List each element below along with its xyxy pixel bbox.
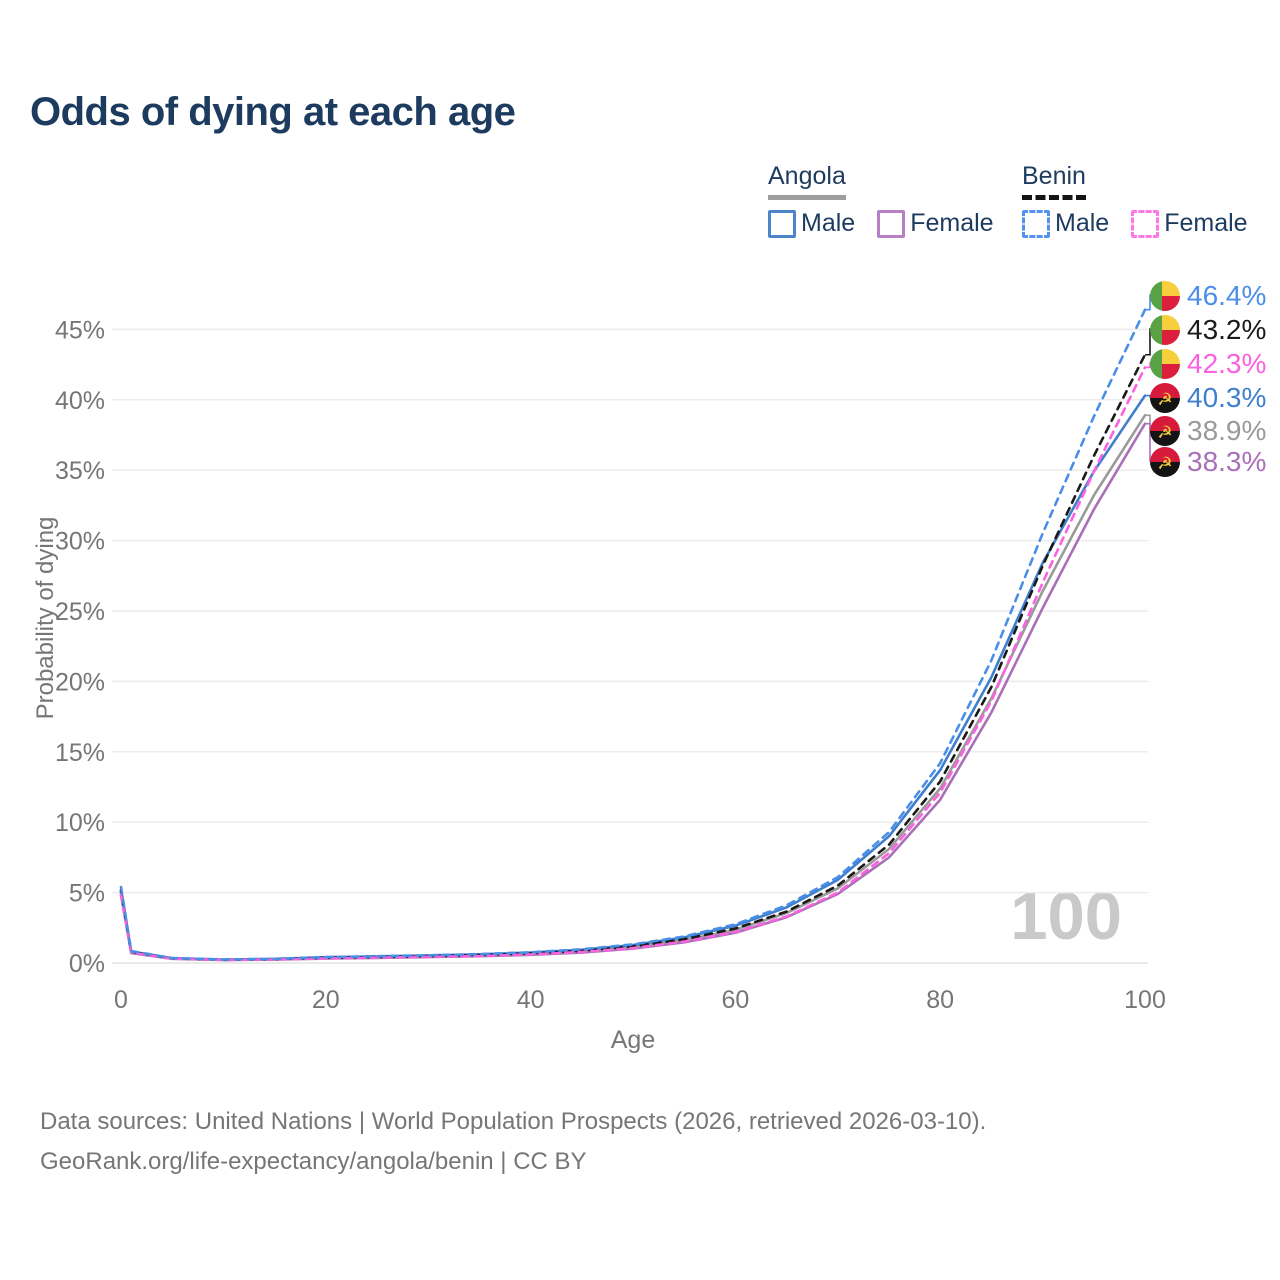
series-line-benin-male (119, 308, 1147, 961)
benin-flag-icon (1150, 349, 1180, 379)
series-line-angola-female (119, 422, 1147, 962)
benin-flag-icon (1150, 315, 1180, 345)
series-line-angola-male (119, 394, 1147, 961)
y-tick-label: 45% (55, 316, 105, 344)
end-label-value: 42.3% (1187, 348, 1267, 379)
series-line-benin-female (119, 366, 1147, 962)
angola-male-swatch-icon[interactable] (768, 209, 796, 238)
y-tick-label: 25% (55, 598, 105, 626)
legend-toggle-angola-female[interactable]: Female (877, 209, 994, 238)
benin-male-swatch-icon[interactable] (1022, 209, 1050, 238)
age-counter-watermark: 100 (1010, 879, 1122, 954)
angola-female-swatch-icon[interactable] (877, 209, 906, 238)
legend-group-benin: Benin Male Female (1022, 162, 1270, 238)
end-label-value: 40.3% (1187, 382, 1267, 413)
footer-data-sources: Data sources: United Nations | World Pop… (40, 1108, 987, 1135)
end-label-row-benin-male: 46.4% (1150, 280, 1266, 312)
y-tick-label: 0% (69, 950, 105, 978)
legend-toggle-benin-female[interactable]: Female (1131, 209, 1248, 238)
end-label-row-angola: ☭ 38.9% (1150, 415, 1266, 447)
benin-flag-icon (1150, 281, 1180, 311)
y-tick-label: 20% (55, 668, 105, 696)
legend-country-benin: Benin (1022, 162, 1086, 200)
legend-toggle-benin-male[interactable]: Male (1022, 209, 1109, 238)
x-tick-label: 40 (517, 986, 545, 1014)
end-label-value: 38.3% (1187, 446, 1267, 477)
angola-flag-icon: ☭ (1150, 447, 1180, 477)
x-tick-label: 20 (312, 986, 340, 1014)
benin-female-swatch-icon[interactable] (1131, 209, 1160, 238)
angola-flag-icon: ☭ (1150, 383, 1180, 413)
x-tick-label: 60 (721, 986, 749, 1014)
svg-text:☭: ☭ (1157, 423, 1172, 442)
x-tick-label: 100 (1124, 986, 1166, 1014)
x-tick-label: 80 (926, 986, 954, 1014)
y-tick-label: 30% (55, 528, 105, 556)
legend-country-angola: Angola (768, 162, 846, 200)
y-tick-label: 10% (55, 809, 105, 837)
end-label-row-angola-male: ☭ 40.3% (1150, 382, 1266, 414)
angola-flag-icon: ☭ (1150, 416, 1180, 446)
end-label-value: 43.2% (1187, 314, 1267, 345)
end-label-value: 38.9% (1187, 415, 1267, 446)
series-line-benin (119, 353, 1147, 962)
y-tick-label: 5% (69, 880, 105, 908)
end-label-row-benin: 43.2% (1150, 314, 1266, 346)
x-axis-title: Age (610, 1026, 656, 1054)
y-tick-label: 35% (55, 457, 105, 485)
y-tick-label: 40% (55, 387, 105, 415)
y-tick-label: 15% (55, 739, 105, 767)
end-label-row-angola-female: ☭ 38.3% (1150, 446, 1266, 478)
end-label-row-benin-female: 42.3% (1150, 348, 1266, 380)
svg-text:☭: ☭ (1157, 454, 1172, 473)
legend-group-angola: Angola Male Female (768, 162, 1016, 238)
svg-text:☭: ☭ (1157, 390, 1172, 409)
footer-attribution: GeoRank.org/life-expectancy/angola/benin… (40, 1148, 587, 1175)
end-label-value: 46.4% (1187, 280, 1267, 311)
page-title: Odds of dying at each age (30, 90, 516, 134)
x-tick-label: 0 (114, 986, 128, 1014)
legend-toggle-angola-male[interactable]: Male (768, 209, 855, 238)
